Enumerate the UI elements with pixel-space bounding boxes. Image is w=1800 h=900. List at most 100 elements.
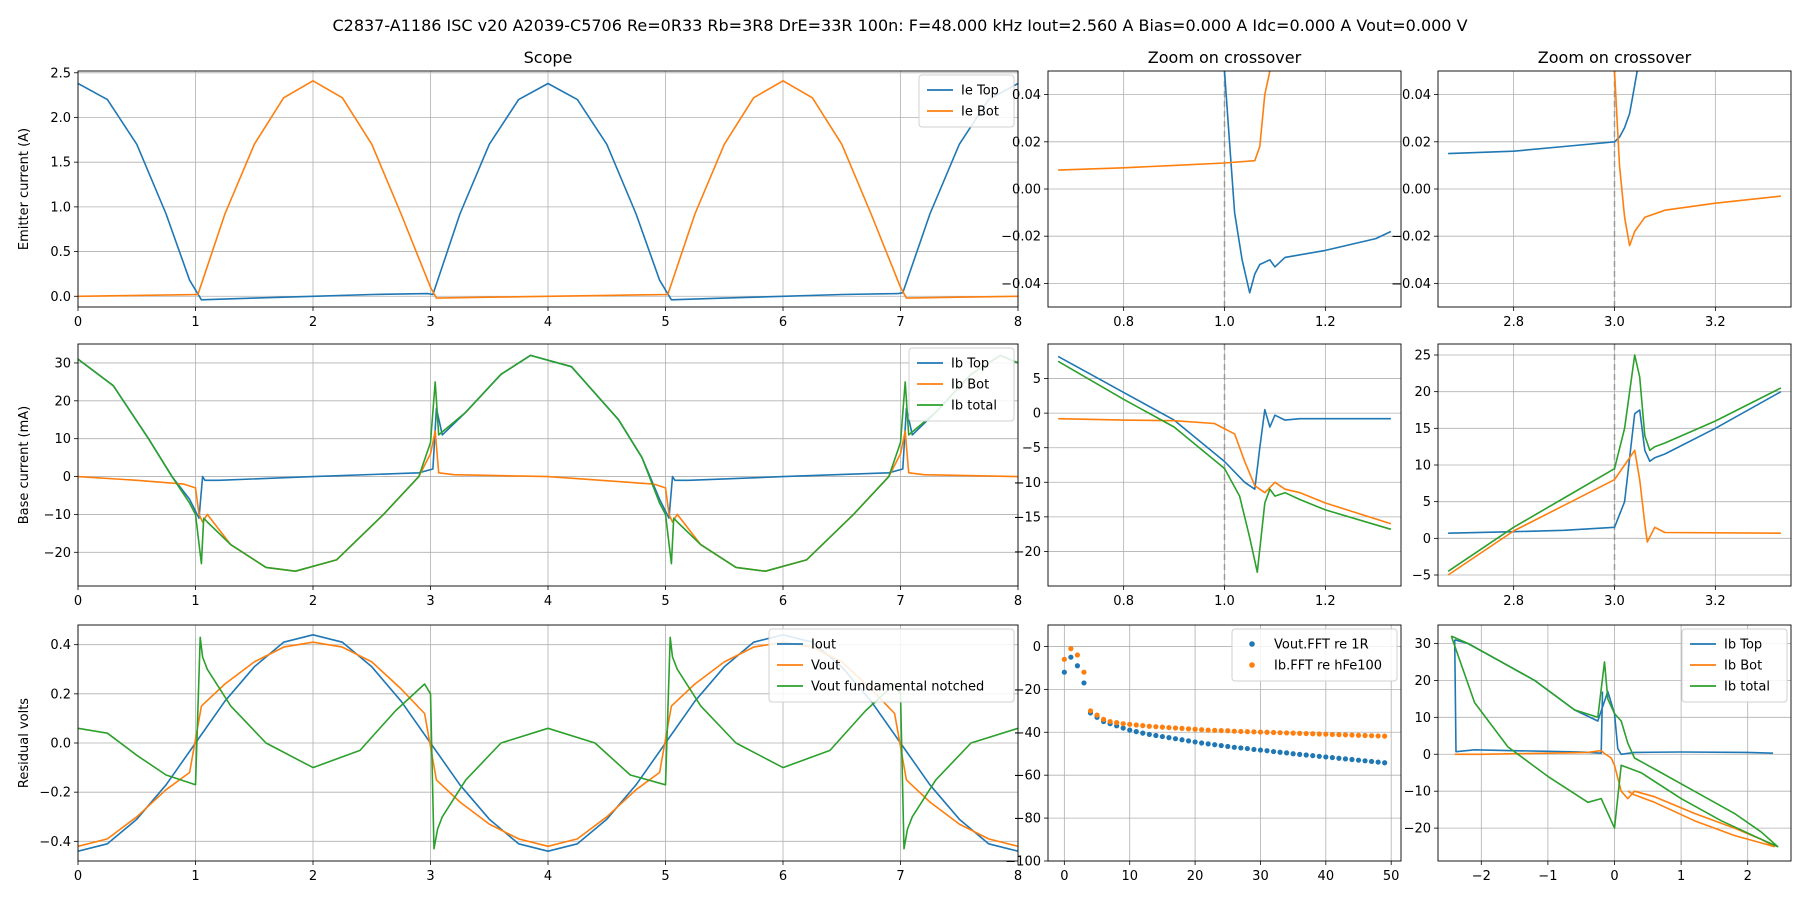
scatter-point bbox=[1382, 733, 1388, 739]
x-tick-label: 1 bbox=[191, 869, 199, 884]
scatter-point bbox=[1179, 725, 1185, 732]
y-tick-label: −100 bbox=[1005, 855, 1041, 870]
scatter-point bbox=[1068, 654, 1074, 660]
y-axis-label: Residual volts bbox=[17, 698, 32, 788]
scatter-point bbox=[1297, 751, 1303, 757]
legend-label: Ib total bbox=[951, 399, 997, 414]
y-tick-label: 10 bbox=[1414, 711, 1431, 726]
axes-frame bbox=[1047, 343, 1402, 587]
plot-area bbox=[78, 80, 1018, 301]
y-tick-label: −20 bbox=[1404, 822, 1431, 837]
scatter-point bbox=[1290, 751, 1296, 757]
x-tick-label: 4 bbox=[544, 869, 552, 884]
scatter-point bbox=[1316, 753, 1322, 759]
scatter-point bbox=[1074, 652, 1081, 658]
legend-box bbox=[1681, 628, 1788, 703]
legend-label: Ie Top bbox=[961, 84, 999, 99]
scatter-point bbox=[1185, 738, 1192, 744]
y-tick-label: −0.4 bbox=[39, 835, 71, 850]
scatter-point bbox=[1133, 729, 1139, 735]
x-tick-label: 2 bbox=[1744, 869, 1752, 884]
scatter-point bbox=[1179, 737, 1185, 743]
scatter-point bbox=[1159, 733, 1165, 740]
series-line bbox=[1058, 417, 1392, 525]
y-tick-label: 0.00 bbox=[1402, 183, 1431, 198]
x-tick-label: 2.8 bbox=[1503, 315, 1524, 330]
y-tick-label: 0 bbox=[1033, 407, 1041, 422]
x-tick-label: 7 bbox=[896, 869, 904, 884]
scatter-point bbox=[1212, 742, 1218, 748]
scatter-point bbox=[1199, 727, 1205, 733]
scatter-point bbox=[1231, 728, 1237, 734]
panel-zoom1: 0.8 1.0 1.2 −0.04 −0.02 0.00 0.02 0.04 Zoom on c… bbox=[1001, 48, 1402, 330]
scatter-point bbox=[1310, 731, 1316, 737]
legend-box bbox=[768, 628, 1015, 703]
scatter-point bbox=[1277, 749, 1283, 755]
scatter-point bbox=[1329, 731, 1335, 738]
y-tick-label: 0.02 bbox=[1402, 135, 1431, 150]
legend-label: Ib Bot bbox=[951, 378, 989, 393]
scatter-point bbox=[1238, 728, 1244, 735]
scatter-point bbox=[1264, 729, 1270, 735]
scatter-point bbox=[1061, 669, 1067, 675]
scatter-point bbox=[1310, 753, 1316, 759]
scatter-point bbox=[1375, 759, 1381, 765]
x-tick-label: 2 bbox=[309, 594, 317, 609]
series-line bbox=[78, 354, 1018, 572]
x-tick-label: 50 bbox=[1383, 869, 1400, 884]
x-tick-label: 0.8 bbox=[1113, 594, 1134, 609]
scatter-point bbox=[1342, 756, 1349, 762]
y-tick-label: 20 bbox=[54, 394, 71, 409]
scatter-point bbox=[1329, 754, 1335, 761]
scatter-point bbox=[1368, 733, 1375, 739]
scatter-point bbox=[1244, 729, 1250, 735]
y-tick-label: 20 bbox=[1414, 674, 1431, 689]
scatter-point bbox=[1303, 752, 1309, 758]
scatter-point bbox=[1218, 742, 1224, 749]
y-tick-label: 5 bbox=[1033, 372, 1041, 387]
x-tick-label: 1.0 bbox=[1214, 315, 1235, 330]
scatter-point bbox=[1192, 739, 1198, 745]
scatter-point bbox=[1140, 723, 1146, 729]
x-tick-label: 1.0 bbox=[1214, 594, 1235, 609]
scatter-point bbox=[1199, 740, 1205, 746]
panel-fft: 0 10 20 30 40 50 −100 −80 −60 −40 −20 0 Vout.FFT re … bbox=[1005, 624, 1402, 884]
x-tick-label: 6 bbox=[779, 315, 787, 330]
legend: Iout Vout Vout fundamental notched bbox=[768, 628, 1015, 703]
figure-suptitle: C2837-A1186 ISC v20 A2039-C5706 Re=0R33 … bbox=[332, 16, 1467, 35]
x-tick-label: 2 bbox=[309, 869, 317, 884]
scatter-point bbox=[1225, 728, 1231, 734]
series-line bbox=[1613, 71, 1781, 247]
plot-area bbox=[78, 354, 1018, 572]
legend-label: Vout bbox=[811, 659, 840, 674]
y-tick-label: 1.0 bbox=[50, 200, 71, 215]
scatter-point bbox=[1127, 727, 1133, 733]
axes-frame bbox=[77, 70, 1019, 308]
scatter-point bbox=[1100, 716, 1107, 723]
x-tick-label: 5 bbox=[661, 869, 669, 884]
x-tick-label: 30 bbox=[1252, 869, 1269, 884]
x-tick-label: 5 bbox=[661, 315, 669, 330]
axes-frame bbox=[77, 624, 1019, 862]
scatter-point bbox=[1316, 731, 1322, 737]
scatter-point bbox=[1342, 732, 1349, 738]
panel-bzoom1: 0.8 1.0 1.2 −20 −15 −10 −5 0 5 bbox=[1014, 343, 1402, 609]
scatter-point bbox=[1225, 743, 1231, 750]
y-tick-label: 30 bbox=[54, 356, 71, 371]
axes-frame bbox=[77, 343, 1019, 587]
x-tick-label: 5 bbox=[661, 594, 669, 609]
axes-frame bbox=[1437, 624, 1792, 862]
scatter-point bbox=[1244, 745, 1250, 752]
plot-area bbox=[1057, 344, 1392, 586]
x-tick-label: 3.0 bbox=[1604, 594, 1625, 609]
y-tick-label: 25 bbox=[1414, 349, 1431, 364]
panel-base: 0 1 2 3 4 5 6 7 8 −20 −10 0 10 20 30 Base current (mA) I… bbox=[17, 343, 1022, 609]
scatter-point bbox=[1355, 757, 1362, 763]
y-axis-label: Emitter current (A) bbox=[17, 128, 32, 250]
legend-label: Ib Bot bbox=[1724, 659, 1762, 674]
y-tick-label: 0 bbox=[63, 470, 71, 485]
y-tick-label: −60 bbox=[1014, 769, 1041, 784]
y-tick-label: 2.5 bbox=[50, 66, 71, 81]
scatter-point bbox=[1257, 747, 1264, 753]
